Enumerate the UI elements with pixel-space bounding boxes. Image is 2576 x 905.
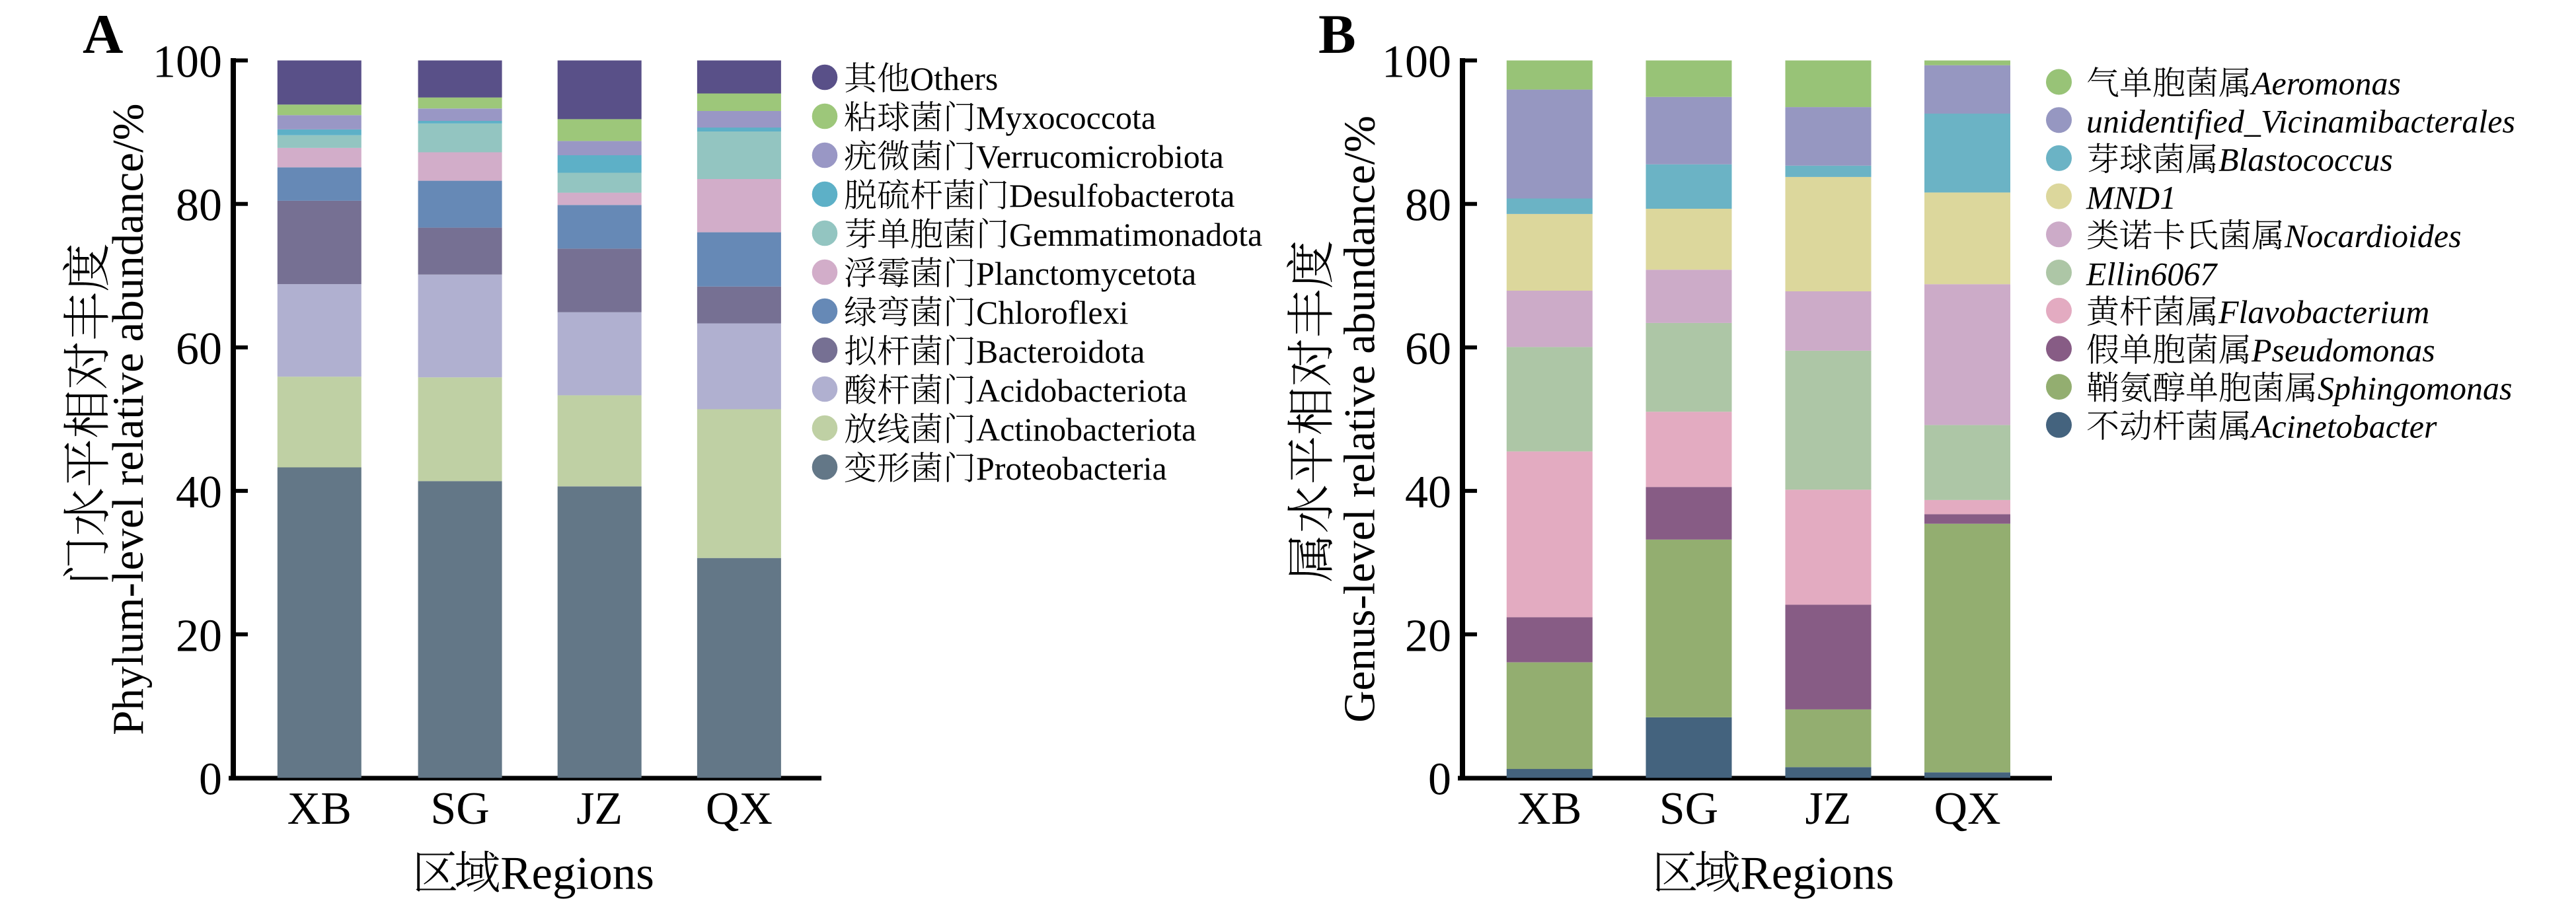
svg-text:Others: Others <box>910 60 998 97</box>
svg-text:JZ: JZ <box>576 783 623 834</box>
svg-text:unidentified_Vicinamibacterale: unidentified_Vicinamibacterales <box>2086 103 2515 140</box>
svg-text:Sphingomonas: Sphingomonas <box>2318 370 2512 407</box>
svg-text:Chloroflexi: Chloroflexi <box>976 294 1129 331</box>
svg-text:Acidobacteriota: Acidobacteriota <box>976 372 1187 409</box>
svg-text:SG: SG <box>430 783 489 834</box>
svg-text:40: 40 <box>176 467 222 518</box>
svg-text:80: 80 <box>176 180 222 231</box>
svg-text:SG: SG <box>1659 783 1718 834</box>
svg-text:100: 100 <box>1382 37 1451 88</box>
svg-text:Actinobacteriota: Actinobacteriota <box>976 411 1196 448</box>
svg-text:Genus-level relative abundance: Genus-level relative abundance/% <box>1336 116 1384 723</box>
svg-text:Regions: Regions <box>500 848 654 900</box>
svg-text:Verrucomicrobiota: Verrucomicrobiota <box>976 138 1224 175</box>
svg-text:Proteobacteria: Proteobacteria <box>976 450 1167 487</box>
svg-text:0: 0 <box>1428 754 1451 805</box>
svg-text:Aeromonas: Aeromonas <box>2250 65 2401 102</box>
svg-text:0: 0 <box>199 754 222 805</box>
svg-text:60: 60 <box>1405 324 1451 375</box>
svg-text:Ellin6067: Ellin6067 <box>2086 256 2218 293</box>
svg-text:QX: QX <box>1934 783 2000 834</box>
svg-text:Regions: Regions <box>1740 848 1894 900</box>
svg-text:Desulfobacterota: Desulfobacterota <box>1009 177 1235 214</box>
svg-text:Bacteroidota: Bacteroidota <box>976 333 1145 370</box>
svg-text:Phylum-level relative abundanc: Phylum-level relative abundance/% <box>104 104 153 735</box>
svg-text:20: 20 <box>1405 610 1451 661</box>
svg-text:80: 80 <box>1405 180 1451 231</box>
svg-text:Blastococcus: Blastococcus <box>2218 141 2393 178</box>
svg-text:Pseudomonas: Pseudomonas <box>2251 332 2435 369</box>
svg-text:Flavobacterium: Flavobacterium <box>2218 293 2429 330</box>
svg-text:A: A <box>83 3 123 65</box>
svg-text:Nocardioides: Nocardioides <box>2284 217 2462 254</box>
svg-text:100: 100 <box>153 37 222 88</box>
svg-text:B: B <box>1318 3 1356 65</box>
svg-text:Acinetobacter: Acinetobacter <box>2250 408 2437 445</box>
svg-text:Planctomycetota: Planctomycetota <box>976 255 1196 292</box>
svg-text:MND1: MND1 <box>2086 179 2176 216</box>
svg-text:XB: XB <box>287 783 352 834</box>
svg-text:JZ: JZ <box>1805 783 1852 834</box>
svg-text:60: 60 <box>176 324 222 375</box>
svg-text:20: 20 <box>176 610 222 661</box>
svg-text:Myxococcota: Myxococcota <box>976 99 1156 136</box>
svg-text:Gemmatimonadota: Gemmatimonadota <box>1009 216 1262 253</box>
svg-text:QX: QX <box>706 783 773 834</box>
svg-text:XB: XB <box>1517 783 1581 834</box>
svg-text:40: 40 <box>1405 467 1451 518</box>
